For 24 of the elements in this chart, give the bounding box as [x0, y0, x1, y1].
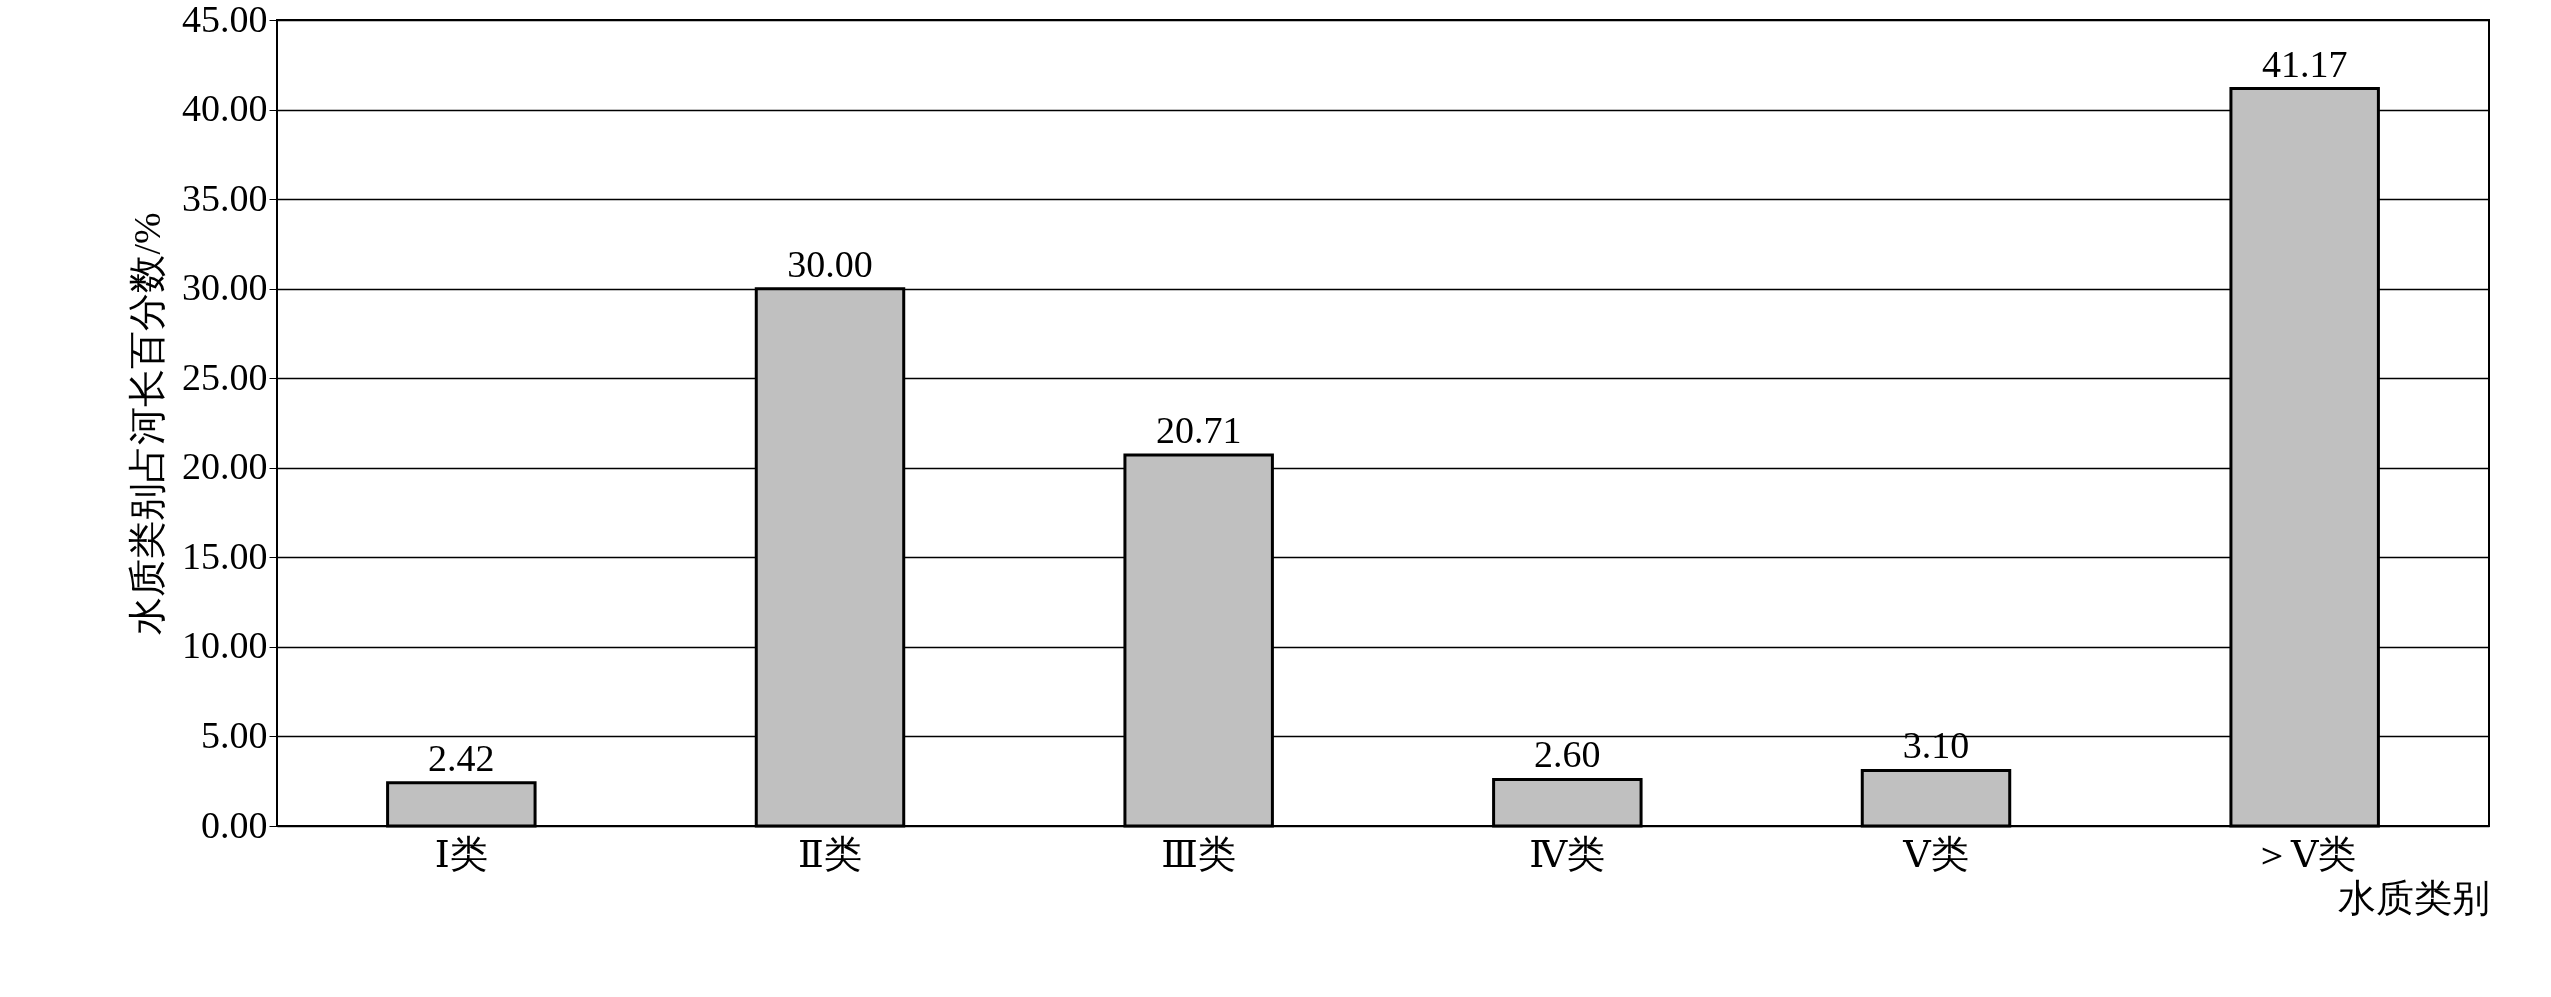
x-tick-label: ＞Ⅴ类	[2252, 832, 2357, 875]
y-tick-label: 35.00	[182, 176, 268, 219]
data-label: 2.42	[428, 736, 495, 779]
data-label: 30.00	[787, 242, 873, 285]
x-tick-label: Ⅴ类	[1902, 832, 1969, 875]
x-axis-title: 水质类别	[2337, 876, 2490, 919]
y-tick-label: 5.00	[201, 713, 268, 756]
y-tick-label: 25.00	[182, 355, 268, 398]
data-label: 20.71	[1155, 409, 1242, 452]
y-axis-title: 水质类别占河长百分数/%	[126, 212, 168, 635]
data-label: 2.60	[1534, 733, 1601, 776]
y-tick-label: 30.00	[182, 266, 268, 309]
x-tick-label: Ⅰ类	[434, 832, 488, 875]
y-tick-label: 10.00	[182, 624, 268, 667]
x-tick-label: Ⅲ类	[1161, 832, 1236, 875]
data-label: 41.17	[2261, 42, 2348, 85]
y-tick-label: 15.00	[182, 534, 268, 577]
y-tick-label: 0.00	[201, 803, 268, 846]
y-tick-label: 40.00	[182, 87, 268, 130]
y-tick-label: 20.00	[182, 445, 268, 488]
x-tick-label: Ⅱ类	[798, 832, 862, 875]
y-tick-label: 45.00	[182, 0, 268, 40]
x-tick-label: Ⅳ类	[1529, 832, 1606, 875]
data-label: 3.10	[1902, 724, 1970, 767]
